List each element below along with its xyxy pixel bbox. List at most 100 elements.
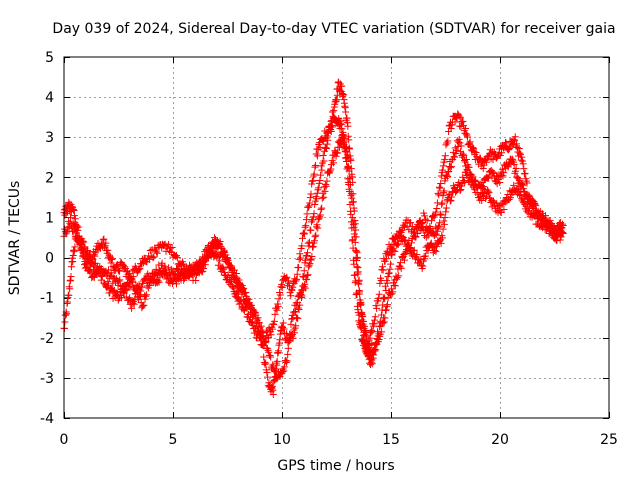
- data-point: [332, 152, 340, 160]
- data-point: [168, 243, 176, 251]
- data-point: [343, 157, 351, 165]
- data-point: [375, 336, 383, 344]
- data-point: [375, 290, 383, 298]
- data-point: [312, 231, 320, 239]
- data-point: [270, 320, 278, 328]
- data-point: [220, 265, 228, 273]
- data-point: [271, 368, 279, 376]
- data-point: [376, 279, 384, 287]
- data-point: [344, 122, 352, 130]
- data-point: [440, 217, 448, 225]
- data-point: [305, 263, 313, 271]
- data-point: [239, 285, 247, 293]
- y-tick-labels: -4 -3 -2 -1 0 1 2 3 4 5: [40, 50, 54, 427]
- y-tick-label: 2: [45, 170, 54, 186]
- data-point: [87, 251, 95, 259]
- data-point: [302, 222, 310, 230]
- data-point: [317, 205, 325, 213]
- data-point: [348, 198, 356, 206]
- data-point: [279, 319, 287, 327]
- data-point: [293, 302, 301, 310]
- y-tick-label: 5: [45, 50, 54, 66]
- data-point: [90, 273, 98, 281]
- data-point: [387, 260, 395, 268]
- data-point: [418, 220, 426, 228]
- x-tick-label: 25: [600, 432, 618, 448]
- data-point: [318, 166, 326, 174]
- data-point: [508, 155, 516, 163]
- data-point: [559, 220, 567, 228]
- data-point: [482, 158, 490, 166]
- data-point: [446, 197, 454, 205]
- data-point: [128, 304, 136, 312]
- y-tick-label: -3: [40, 371, 54, 387]
- data-point: [308, 177, 316, 185]
- data-point: [513, 140, 521, 148]
- data-point: [305, 261, 313, 269]
- data-point: [115, 277, 123, 285]
- data-point: [166, 244, 174, 252]
- data-point: [532, 202, 540, 210]
- data-point: [307, 226, 315, 234]
- data-point: [546, 222, 554, 230]
- data-point: [284, 344, 292, 352]
- data-point: [323, 140, 331, 148]
- data-point: [192, 276, 200, 284]
- data-point: [368, 340, 376, 348]
- data-point: [441, 156, 449, 164]
- data-point: [330, 113, 338, 121]
- data-point: [447, 162, 455, 170]
- data-point: [463, 131, 471, 139]
- data-point: [165, 270, 173, 278]
- data-point: [278, 283, 286, 291]
- data-point: [261, 339, 269, 347]
- data-point: [146, 281, 154, 289]
- data-point: [378, 263, 386, 271]
- data-point: [199, 267, 207, 275]
- data-point: [371, 316, 379, 324]
- y-tick-label: -4: [40, 411, 54, 427]
- data-point: [422, 233, 430, 241]
- data-point: [283, 357, 291, 365]
- data-point: [273, 357, 281, 365]
- data-point: [389, 288, 397, 296]
- data-point: [318, 194, 326, 202]
- data-point: [516, 191, 524, 199]
- data-point: [424, 247, 432, 255]
- y-tick-label: 0: [45, 251, 54, 267]
- x-tick-label: 20: [491, 432, 509, 448]
- data-point: [394, 240, 402, 248]
- data-point: [254, 328, 262, 336]
- data-point: [114, 266, 122, 274]
- data-point: [247, 301, 255, 309]
- data-point: [133, 284, 141, 292]
- data-point: [67, 214, 75, 222]
- data-point: [378, 328, 386, 336]
- data-point: [559, 221, 567, 229]
- data-point: [285, 282, 293, 290]
- data-point: [138, 283, 146, 291]
- data-point: [295, 255, 303, 263]
- data-point: [442, 208, 450, 216]
- data-point: [421, 215, 429, 223]
- data-point: [432, 208, 440, 216]
- data-point: [407, 219, 415, 227]
- data-point: [378, 266, 386, 274]
- data-point: [494, 175, 502, 183]
- data-point: [242, 303, 250, 311]
- data-point: [552, 227, 560, 235]
- data-point: [344, 153, 352, 161]
- data-point: [200, 253, 208, 261]
- data-point: [128, 278, 136, 286]
- x-tick-labels: 0 5 10 15 20 25: [60, 432, 618, 448]
- data-point: [347, 157, 355, 165]
- data-point: [315, 184, 323, 192]
- data-point: [278, 368, 286, 376]
- data-point: [304, 203, 312, 211]
- data-point: [439, 162, 447, 170]
- data-point: [382, 306, 390, 314]
- data-point: [500, 205, 508, 213]
- data-point: [366, 355, 374, 363]
- data-point: [373, 304, 381, 312]
- data-point: [388, 245, 396, 253]
